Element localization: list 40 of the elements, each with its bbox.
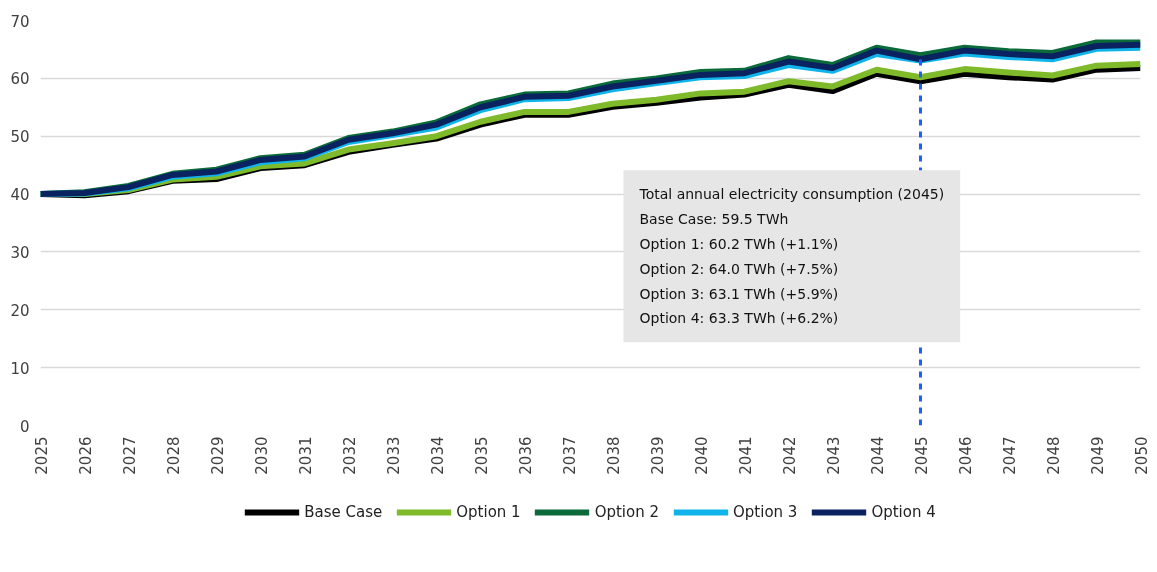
x-tick-label: 2035 xyxy=(472,436,491,475)
x-tick-label: 2041 xyxy=(736,436,755,475)
x-tick-label: 2031 xyxy=(296,436,315,475)
x-tick-label: 2028 xyxy=(164,436,183,475)
x-tick-label: 2030 xyxy=(252,436,271,475)
y-tick-label: 10 xyxy=(10,359,30,378)
x-tick-label: 2044 xyxy=(868,436,887,475)
y-tick-label: 30 xyxy=(10,243,30,262)
annotation: Total annual electricity consumption (2045) Base Case: 59.5 TWh Option 1: 60.2 TWh (+1.1%) Option 2: 64.0 TWh (+7.5%) Option 3: 63.1 TWh (+5.9%) Option 4: 63.3 TWh (+6.2%) xyxy=(638,186,945,327)
y-tick-label: 70 xyxy=(10,12,30,31)
y-tick-label: 40 xyxy=(10,186,30,205)
x-tick-label: 2038 xyxy=(604,436,623,475)
legend-label: Option 2 xyxy=(594,503,660,521)
x-tick-label: 2033 xyxy=(384,436,403,475)
y-tick-label: 50 xyxy=(10,128,30,147)
legend-label: Option 1 xyxy=(456,503,521,521)
x-tick-label: 2050 xyxy=(1132,436,1151,475)
x-tick-label: 2040 xyxy=(692,436,711,475)
y-tick-label: 20 xyxy=(10,301,30,320)
x-tick-label: 2048 xyxy=(1044,436,1063,475)
y-tick-label: 0 xyxy=(19,417,30,436)
x-tick-label: 2036 xyxy=(516,436,535,475)
x-tick-label: 2049 xyxy=(1088,436,1107,475)
x-tick-label: 2032 xyxy=(340,436,359,475)
x-tick-label: 2043 xyxy=(824,436,843,475)
legend-label: Base Case xyxy=(304,503,383,521)
x-tick-label: 2046 xyxy=(956,436,975,475)
x-tick-label: 2039 xyxy=(648,436,667,475)
x-tick-label: 2047 xyxy=(1000,436,1019,475)
x-tick-label: 2026 xyxy=(76,436,95,475)
legend-label: Option 3 xyxy=(733,503,798,521)
x-tick-label: 2045 xyxy=(912,436,931,475)
legend-label: Option 4 xyxy=(871,503,936,521)
x-tick-label: 2034 xyxy=(428,436,447,475)
x-tick-label: 2025 xyxy=(32,436,51,475)
x-tick-label: 2037 xyxy=(560,436,579,475)
x-tick-label: 2027 xyxy=(120,436,139,475)
x-tick-label: 2029 xyxy=(208,436,227,475)
y-tick-label: 60 xyxy=(10,70,30,89)
x-tick-label: 2042 xyxy=(780,436,799,475)
